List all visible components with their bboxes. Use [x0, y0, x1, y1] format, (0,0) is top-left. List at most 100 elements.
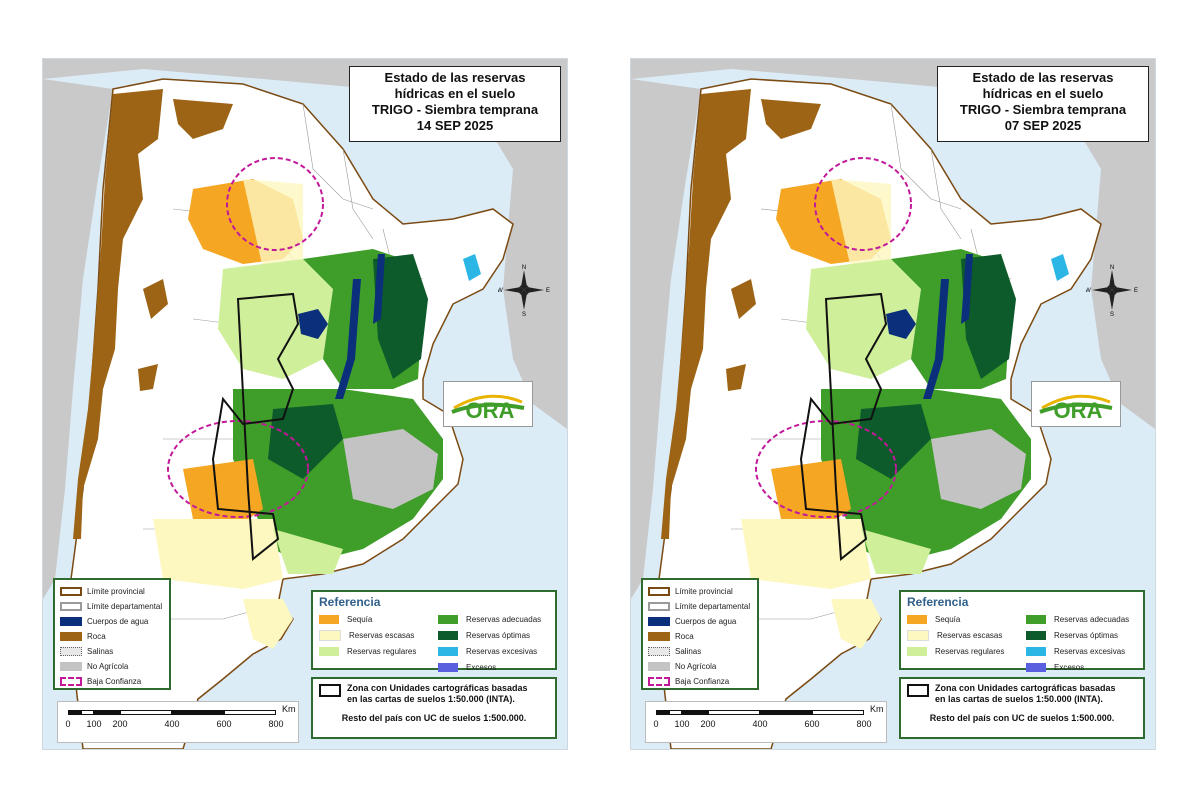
reference-legend: Referencia Sequía Reservas adecuadas Reser…	[899, 590, 1145, 672]
optimal-reserves-pampas	[856, 404, 931, 479]
scale-tick-label: 200	[112, 719, 128, 729]
compass-n: N	[522, 265, 526, 271]
reference-label: Sequía	[347, 614, 373, 624]
reference-label: Reservas adecuadas	[466, 614, 542, 624]
low-confidence-north	[814, 157, 912, 251]
zone-line-2: en las cartas de suelos 1:50.000 (INTA).	[935, 694, 1103, 704]
legend-swatch	[648, 677, 670, 686]
scale-tick-label: 100	[86, 719, 102, 729]
regular-reserves-south	[273, 529, 343, 574]
legend-swatch	[648, 617, 670, 626]
non-agricultural-zone	[931, 429, 1026, 509]
reference-label: Excesos	[466, 662, 497, 672]
reference-item	[319, 659, 430, 675]
scale-segment	[94, 710, 120, 715]
scale-tick-label: 400	[164, 719, 180, 729]
legend-label: Salinas	[87, 647, 114, 656]
water-body-misiones	[1051, 254, 1069, 281]
title-line: Estado de las reservas	[972, 70, 1114, 85]
neighbor-country-west	[631, 79, 701, 599]
scale-tick-label: 800	[856, 719, 872, 729]
scarce-reserves-south	[741, 519, 871, 589]
low-confidence-south	[167, 420, 309, 518]
legend-label: Salinas	[675, 647, 702, 656]
rock-andes	[73, 89, 163, 539]
scale-tick-label: 100	[674, 719, 690, 729]
reference-item: Sequía	[907, 611, 1018, 627]
legend-label: Roca	[675, 632, 694, 641]
water-body-misiones	[463, 254, 481, 281]
scale-tick-label: 600	[216, 719, 232, 729]
scale-segment	[172, 710, 224, 715]
zone-line-1: Zona con Unidades cartográficas basadas	[347, 683, 528, 693]
scale-tick-label: 800	[268, 719, 284, 729]
water-body-river	[373, 254, 385, 324]
neighbor-country-west	[43, 79, 113, 599]
high-resolution-zone-outline	[799, 292, 888, 561]
reference-swatch	[438, 630, 458, 640]
boundary-legend-item: Roca	[60, 629, 164, 644]
reference-title: Referencia	[319, 595, 381, 609]
reference-label: Reservas escasas	[349, 630, 415, 640]
legend-label: Cuerpos de agua	[87, 617, 149, 626]
zone-swatch	[907, 684, 929, 697]
reference-item: Reservas óptimas	[438, 627, 549, 643]
legend-swatch	[60, 617, 82, 626]
boundary-legend-item: Salinas	[60, 644, 164, 659]
boundary-legend-item: Cuerpos de agua	[60, 614, 164, 629]
scale-bar: 0 100 200 400 600 800 Km	[645, 701, 887, 743]
title-line: TRIGO - Siembra temprana	[959, 102, 1127, 117]
water-body-lagoon	[886, 309, 916, 339]
legend-label: Límite departamental	[675, 602, 751, 611]
reference-swatch	[1026, 614, 1046, 624]
scale-bar: 0 100 200 400 600 800 Km	[57, 701, 299, 743]
legend-label: Baja Confianza	[675, 677, 730, 686]
scale-segment	[812, 710, 864, 715]
boundary-legend-item: No Agrícola	[648, 659, 752, 674]
scale-segment	[656, 710, 669, 715]
scale-segment	[224, 710, 276, 715]
reference-label: Reservas óptimas	[1054, 630, 1119, 640]
reference-swatch	[907, 614, 927, 624]
map-panel-07-sep: Estado de las reservas hídricas en el su…	[630, 58, 1156, 750]
map-title: Estado de las reservas hídricas en el su…	[349, 66, 561, 142]
scale-segment	[682, 710, 708, 715]
reference-item: Reservas excesivas	[1026, 643, 1137, 659]
reference-item: Reservas regulares	[907, 643, 1018, 659]
scale-tick-label: 0	[65, 719, 71, 729]
rock-patch	[726, 364, 746, 391]
boundary-legend-item: Cuerpos de agua	[648, 614, 752, 629]
boundary-legend-item: Límite provincial	[648, 584, 752, 599]
reference-swatch	[1026, 646, 1046, 656]
title-line: Estado de las reservas	[384, 70, 526, 85]
scale-unit: Km	[870, 704, 884, 714]
legend-swatch	[60, 662, 82, 671]
reference-legend: Referencia Sequía Reservas adecuadas Reser…	[311, 590, 557, 672]
compass-s: S	[1110, 312, 1114, 316]
reference-item: Excesos	[1026, 659, 1137, 675]
reference-label: Reservas excesivas	[466, 646, 538, 656]
zone-line-2: en las cartas de suelos 1:50.000 (INTA).	[347, 694, 515, 704]
argentina-map	[631, 59, 1155, 749]
legend-swatch	[60, 632, 82, 641]
legend-swatch	[648, 602, 670, 611]
neighbor-country-east	[1091, 169, 1155, 429]
reference-swatch	[1026, 630, 1046, 640]
optimal-reserves-pampas	[268, 404, 343, 479]
reference-swatch	[438, 646, 458, 656]
compass-w: W	[498, 288, 503, 294]
reference-label: Reservas óptimas	[466, 630, 531, 640]
rock-patch	[731, 279, 756, 319]
reference-swatch	[319, 629, 341, 641]
compass-e: E	[546, 288, 550, 294]
reference-item: Reservas excesivas	[438, 643, 549, 659]
legend-label: Baja Confianza	[87, 677, 142, 686]
boundary-legend: Límite provincial Límite departamental Cue…	[641, 578, 759, 690]
reference-item: Excesos	[438, 659, 549, 675]
reference-swatch	[438, 614, 458, 624]
legend-label: No Agrícola	[87, 662, 129, 671]
legend-swatch	[648, 632, 670, 641]
legend-swatch	[648, 647, 670, 656]
legend-swatch	[60, 677, 82, 686]
low-confidence-south	[755, 420, 897, 518]
